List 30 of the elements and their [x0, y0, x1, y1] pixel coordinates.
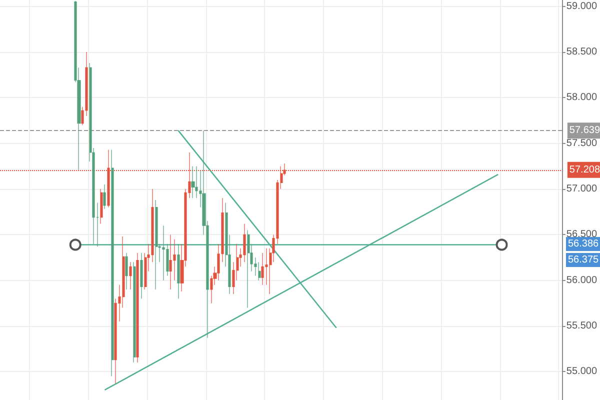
text: 56.375 — [568, 254, 600, 266]
y-tick-label: 56.000 — [566, 274, 598, 286]
ref-line-label: 57.639 — [569, 125, 600, 136]
candlestick — [258, 262, 261, 281]
y-tick-label: 58.500 — [566, 46, 598, 58]
candlestick — [261, 252, 264, 286]
candlestick — [162, 225, 165, 281]
candlestick — [177, 244, 180, 299]
candlestick — [243, 223, 246, 262]
text: 56.386 — [568, 238, 600, 250]
y-tick-label: 59.000 — [566, 0, 598, 12]
candlestick — [140, 252, 143, 299]
candlestick — [100, 188, 103, 224]
y-tick-label: 56.500 — [566, 229, 598, 240]
y-tick-label: 57.500 — [566, 138, 598, 149]
candlestick — [133, 262, 136, 363]
y-tick-label: 58.000 — [566, 92, 598, 104]
ref-line-label: 57.208 — [569, 164, 600, 176]
candlestick — [247, 230, 250, 308]
y-tick-label: 57.000 — [566, 184, 598, 195]
y-tick-label: 55.000 — [566, 366, 598, 378]
candlestick — [125, 252, 128, 290]
candlestick — [191, 166, 195, 198]
candlestick — [155, 200, 158, 290]
candlestick — [111, 149, 114, 377]
candlestick — [136, 252, 139, 363]
candlestick — [129, 262, 132, 290]
candlestick — [169, 234, 172, 290]
y-tick-label: 55.500 — [566, 320, 598, 332]
candlestick — [103, 184, 106, 210]
